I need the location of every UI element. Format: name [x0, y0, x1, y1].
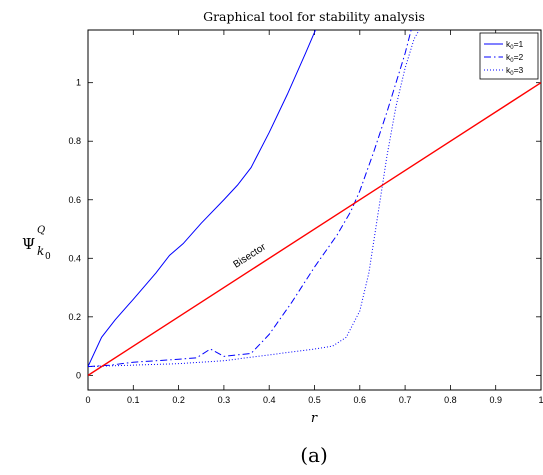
legend-entry-label: k0=2 [506, 52, 524, 64]
y-tick-label: 0.6 [68, 195, 81, 205]
figure-caption: (a) [300, 443, 328, 467]
y-axis-label-symbol: Ψ [22, 235, 35, 253]
bisector-annotation: Bisector [232, 241, 269, 270]
axis-ticks: 0 0.1 0.2 0.3 0.4 0.5 0.6 0.7 0.8 0.9 1 0 0.2 0.4 0.6 0… [68, 30, 543, 405]
plot-frame [87, 29, 542, 391]
x-tick-label: 1 [538, 395, 543, 405]
series-layer [88, 30, 541, 376]
x-tick-label: 0.6 [354, 395, 367, 405]
series-line-k0-3 [88, 30, 420, 368]
legend-entry-label: k0=1 [506, 39, 524, 51]
x-tick-label: 0.1 [127, 395, 140, 405]
chart-title: Graphical tool for stability analysis [203, 9, 425, 24]
series-line-bisector [88, 82, 541, 376]
x-tick-label: 0 [85, 395, 90, 405]
legend: k0=1k0=2k0=3 [479, 32, 539, 80]
series-line-k0-2 [88, 30, 412, 368]
y-tick-label: 0.8 [68, 136, 81, 146]
y-axis-label-superscript: Q [37, 225, 45, 236]
x-tick-label: 0.8 [444, 395, 457, 405]
svg-text:0: 0 [45, 252, 51, 262]
series-line-k0-1 [88, 30, 317, 367]
y-tick-label: 1 [76, 78, 81, 88]
x-tick-label: 0.2 [172, 395, 185, 405]
legend-box [479, 32, 539, 80]
x-tick-label: 0.7 [399, 395, 412, 405]
x-tick-label: 0.9 [489, 395, 502, 405]
x-tick-label: 0.4 [263, 395, 276, 405]
y-tick-label: 0.2 [68, 312, 81, 322]
x-tick-label: 0.5 [308, 395, 321, 405]
x-tick-label: 0.3 [218, 395, 231, 405]
y-axis-label: Ψ Q k 0 [22, 225, 51, 262]
y-tick-label: 0.4 [68, 253, 81, 263]
svg-text:k: k [37, 244, 44, 258]
y-axis-label-subscript: k [37, 244, 44, 258]
y-axis-label-subsubscript: 0 [45, 252, 51, 262]
svg-text:Ψ: Ψ [22, 235, 35, 253]
y-tick-label: 0 [76, 370, 81, 380]
x-axis-label: r [311, 411, 318, 426]
legend-entry-label: k0=3 [506, 65, 524, 77]
svg-text:Q: Q [37, 225, 45, 236]
